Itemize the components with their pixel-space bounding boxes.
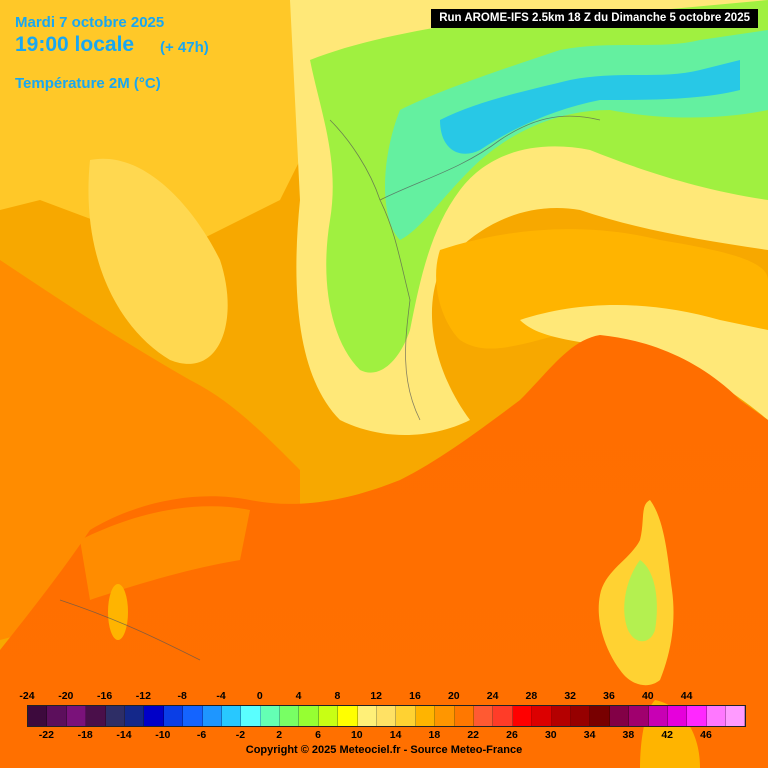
legend-tick-top: 16	[409, 690, 421, 702]
legend-swatch	[163, 706, 184, 726]
legend-tick-bottom: -14	[116, 729, 132, 741]
legend-swatch	[473, 706, 494, 726]
legend-swatch	[28, 706, 48, 726]
legend-swatch	[299, 706, 319, 726]
sea	[0, 335, 768, 768]
corsica-mountains	[624, 560, 657, 642]
legend-tick-top: 44	[680, 690, 693, 702]
legend-tick-bottom: 18	[428, 729, 441, 741]
legend-tick-bottom: 26	[506, 729, 518, 741]
legend-tick-top: -20	[58, 690, 74, 702]
legend-swatch	[706, 706, 727, 726]
legend-swatch	[144, 706, 164, 726]
sea-coastal-band	[80, 506, 250, 600]
parameter-title: Température 2M (°C)	[15, 75, 161, 92]
legend-swatch	[493, 706, 513, 726]
legend-tick-top: -24	[19, 690, 35, 702]
legend-tick-bottom: -2	[235, 729, 246, 741]
forecast-local-time: 19:00 locale	[15, 33, 135, 56]
legend-tick-top: 28	[525, 690, 538, 702]
legend-swatch	[221, 706, 242, 726]
central-massif	[88, 158, 228, 364]
run-info-banner: Run AROME-IFS 2.5km 18 Z du Dimanche 5 o…	[431, 9, 758, 28]
legend-tick-bottom: -10	[155, 729, 171, 741]
legend-swatch	[570, 706, 591, 726]
legend-tick-top: 4	[295, 690, 302, 702]
legend-tick-bottom: -18	[77, 729, 93, 741]
legend-tick-top: -8	[177, 690, 187, 702]
north-uplands	[0, 0, 320, 240]
legend-tick-top: 40	[641, 690, 654, 702]
legend-tick-top: 8	[334, 690, 341, 702]
legend-swatch	[532, 706, 552, 726]
legend-tick-bottom: -22	[38, 729, 54, 741]
legend-swatch	[415, 706, 436, 726]
legend-tick-bottom: 30	[544, 729, 557, 741]
legend-tick-top: 24	[486, 690, 499, 702]
legend-tick-bottom: 14	[389, 729, 402, 741]
legend-swatch	[609, 706, 630, 726]
legend-swatch	[183, 706, 203, 726]
forecast-date: Mardi 7 octobre 2025	[15, 14, 165, 31]
legend-swatch	[687, 706, 707, 726]
alps-highest	[440, 60, 740, 154]
legend-swatch	[377, 706, 397, 726]
legend-swatch	[318, 706, 339, 726]
legend-tick-bottom: 2	[276, 729, 283, 741]
copyright-text: Copyright © 2025 Meteociel.fr - Source M…	[245, 744, 523, 756]
legend-swatch	[338, 706, 358, 726]
legend-tick-bottom: -6	[196, 729, 207, 741]
apennines	[520, 305, 768, 420]
legend-swatch	[396, 706, 416, 726]
legend-swatch	[551, 706, 571, 726]
legend-tick-bottom: 46	[700, 729, 712, 741]
legend-tick-bottom: 34	[583, 729, 596, 741]
legend-swatches	[27, 705, 747, 727]
color-legend: -24 -20 -16 -12 -8 -4 0 4 8 12 16 20 24 28 32 36 40 44 -2…	[19, 690, 747, 760]
legend-tick-top: 12	[370, 690, 383, 702]
legend-swatch	[667, 706, 688, 726]
legend-swatch	[124, 706, 145, 726]
sea-cool-patch	[108, 584, 128, 640]
legend-tick-bottom: 22	[467, 729, 480, 741]
legend-swatch	[629, 706, 649, 726]
legend-swatch	[512, 706, 533, 726]
legend-swatch	[86, 706, 106, 726]
legend-tick-top: 32	[564, 690, 577, 702]
legend-tick-bottom: 6	[315, 729, 321, 741]
legend-tick-top: -4	[216, 690, 226, 702]
legend-tick-top: 20	[447, 690, 460, 702]
legend-swatch	[357, 706, 378, 726]
legend-tick-bottom: 42	[661, 729, 674, 741]
legend-tick-top: 0	[256, 690, 263, 702]
legend-tick-top: -12	[135, 690, 151, 702]
legend-swatch	[280, 706, 300, 726]
legend-swatch	[47, 706, 67, 726]
legend-swatch	[241, 706, 261, 726]
legend-tick-top: -16	[97, 690, 113, 702]
legend-swatch	[202, 706, 222, 726]
forecast-lead-time: (+ 47h)	[160, 39, 209, 56]
legend-tick-bottom: 38	[622, 729, 635, 741]
legend-tick-top: 36	[603, 690, 615, 702]
legend-swatch	[66, 706, 87, 726]
legend-swatch	[454, 706, 474, 726]
legend-tick-bottom: 10	[350, 729, 363, 741]
legend-swatch	[105, 706, 125, 726]
legend-swatch	[726, 706, 746, 726]
legend-swatch	[435, 706, 455, 726]
legend-swatch	[260, 706, 281, 726]
legend-swatch	[590, 706, 610, 726]
legend-swatch	[648, 706, 668, 726]
